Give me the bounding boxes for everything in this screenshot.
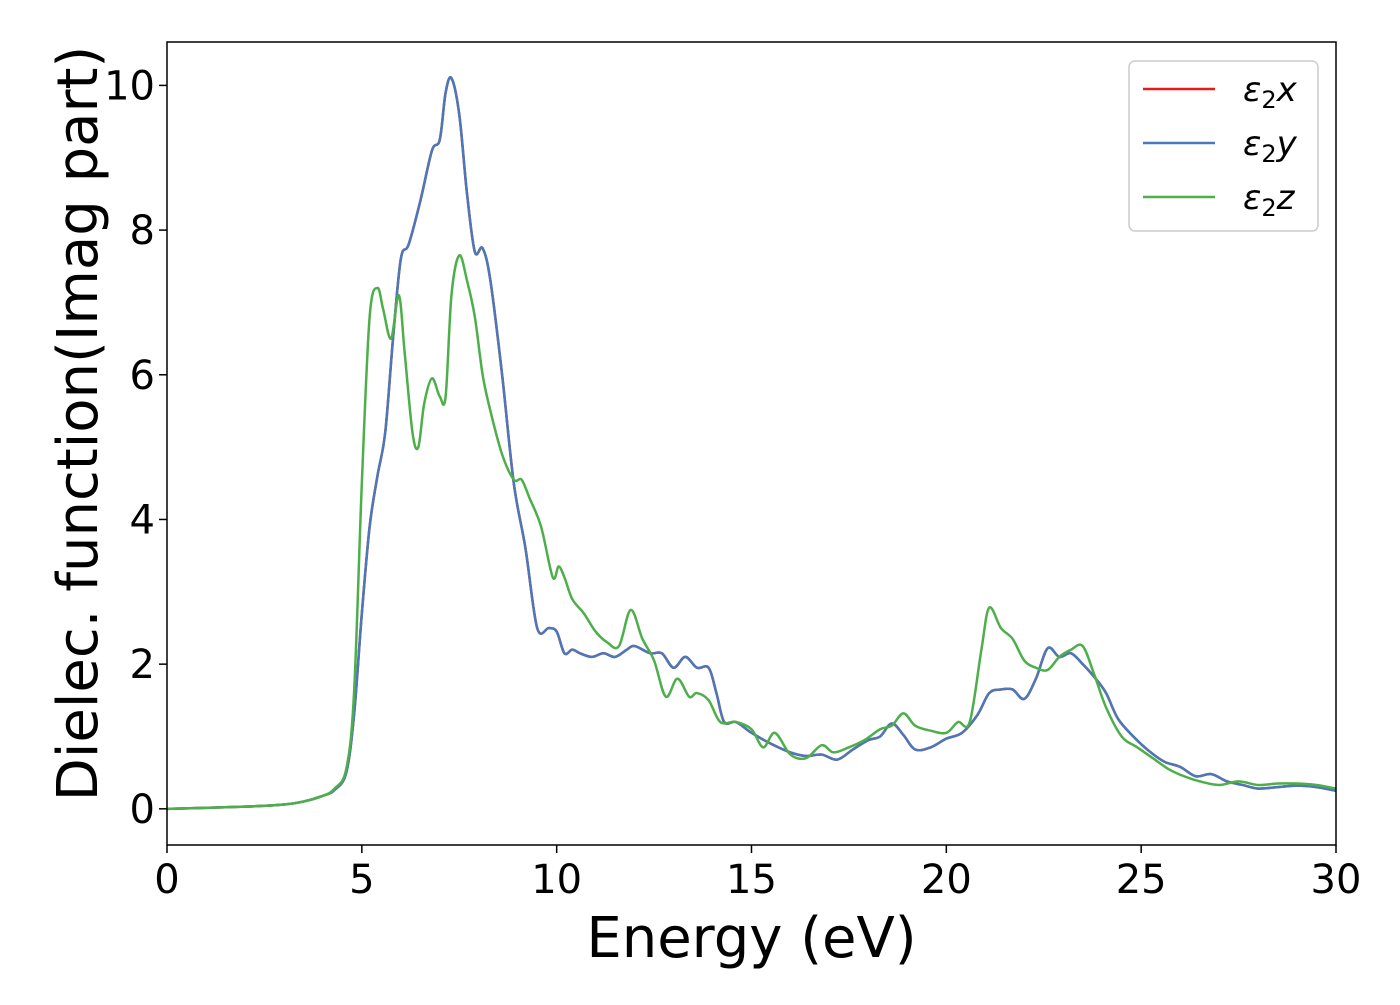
x-tick-label: 0 (154, 857, 179, 903)
x-tick-label: 10 (531, 857, 582, 903)
x-axis-label: Energy (eV) (586, 906, 916, 971)
y-tick-label: 0 (130, 787, 155, 833)
x-tick-label: 5 (349, 857, 374, 903)
ticks-layer: 0 5 10 15 20 25 30 0 2 4 6 8 10 (104, 63, 1361, 903)
y-tick-label: 10 (104, 63, 155, 109)
x-tick-label: 20 (921, 857, 972, 903)
series-layer (167, 76, 1336, 811)
legend-box (1128, 60, 1319, 232)
x-tick-label: 15 (726, 857, 777, 903)
legend-label: ε2x (1243, 70, 1298, 114)
y-tick-label: 2 (130, 642, 155, 688)
x-tick-label: 30 (1311, 857, 1362, 903)
y-tick-label: 8 (130, 208, 155, 254)
series-line-z (167, 254, 1336, 811)
y-tick-label: 4 (130, 497, 155, 543)
y-axis-label: Dielec. function(Imag part) (46, 46, 111, 802)
legend-label: ε2z (1243, 178, 1296, 222)
legend: ε2x ε2y ε2z (1128, 60, 1319, 232)
x-tick-label: 25 (1116, 857, 1167, 903)
legend-label: ε2y (1243, 124, 1298, 168)
y-tick-label: 6 (130, 353, 155, 399)
